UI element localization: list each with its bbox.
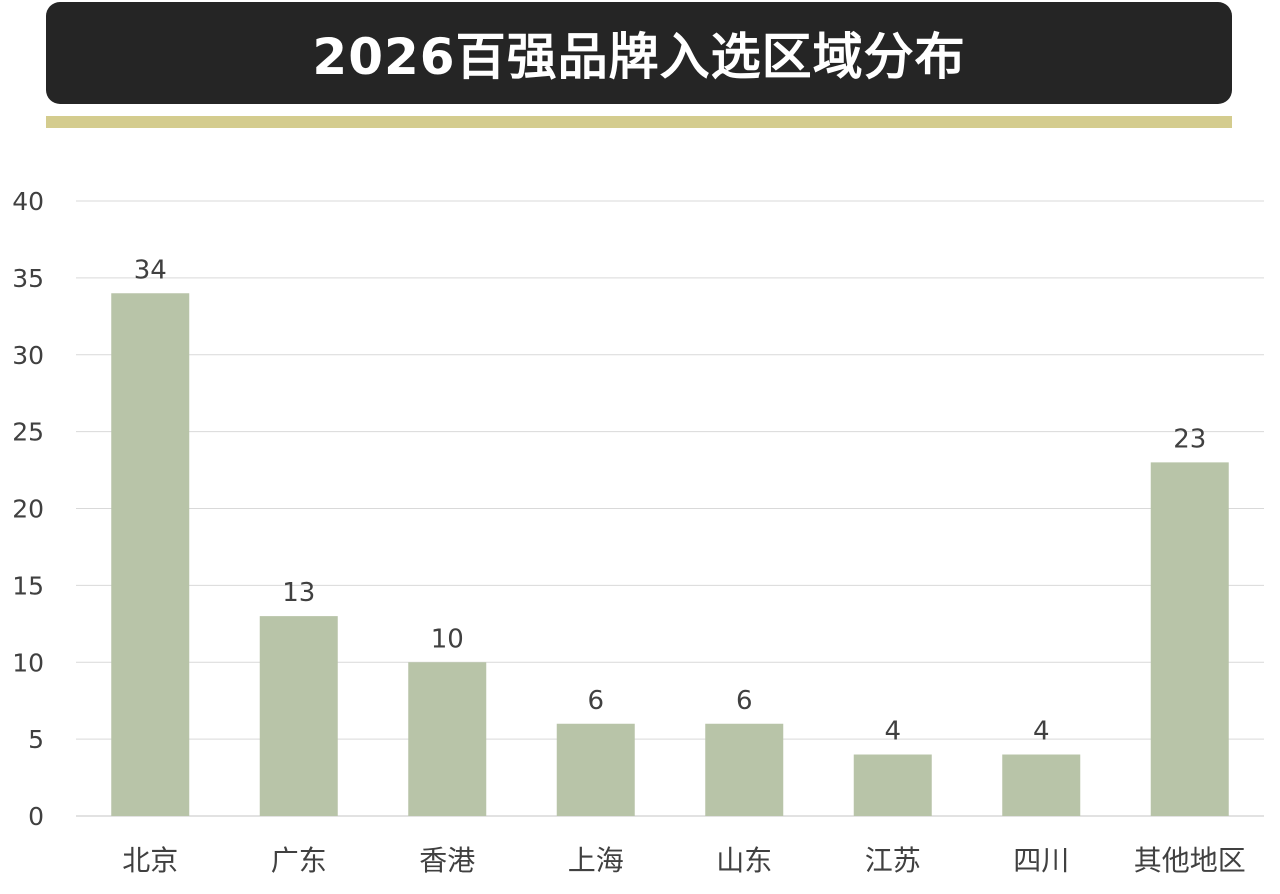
x-category-label: 其他地区 (1134, 844, 1246, 877)
y-tick-label: 0 (28, 802, 44, 831)
x-category-label: 上海 (568, 844, 624, 877)
y-tick-label: 15 (12, 571, 44, 600)
x-category-label: 山东 (716, 844, 772, 877)
x-category-label: 广东 (271, 844, 327, 877)
data-label: 13 (282, 578, 315, 608)
data-label: 10 (431, 624, 464, 654)
bar-6 (1002, 754, 1081, 816)
data-label: 23 (1173, 424, 1206, 454)
bar-3 (556, 723, 635, 816)
y-tick-label: 5 (28, 725, 44, 754)
data-label: 6 (736, 686, 753, 716)
chart-title-bar: 2026百强品牌入选区域分布 (46, 2, 1232, 104)
data-label: 34 (134, 255, 167, 285)
bar-5 (853, 754, 932, 816)
x-category-label: 江苏 (865, 844, 921, 877)
x-category-label: 北京 (122, 844, 178, 877)
title-accent-line (46, 116, 1232, 128)
bar-0 (111, 293, 190, 816)
bar-7 (1150, 462, 1229, 816)
y-tick-label: 20 (12, 495, 44, 524)
x-category-label: 香港 (419, 844, 475, 877)
data-label: 4 (1033, 717, 1050, 747)
y-tick-label: 30 (12, 341, 44, 370)
chart-title: 2026百强品牌入选区域分布 (312, 28, 966, 86)
x-category-label: 四川 (1013, 844, 1069, 877)
y-tick-label: 40 (12, 187, 44, 216)
y-tick-label: 10 (12, 648, 44, 677)
y-tick-label: 35 (12, 264, 44, 293)
data-label: 6 (587, 686, 604, 716)
y-tick-label: 25 (12, 418, 44, 447)
data-label: 4 (884, 717, 901, 747)
bar-1 (259, 616, 338, 816)
bar-2 (408, 662, 487, 816)
bar-4 (705, 723, 784, 816)
